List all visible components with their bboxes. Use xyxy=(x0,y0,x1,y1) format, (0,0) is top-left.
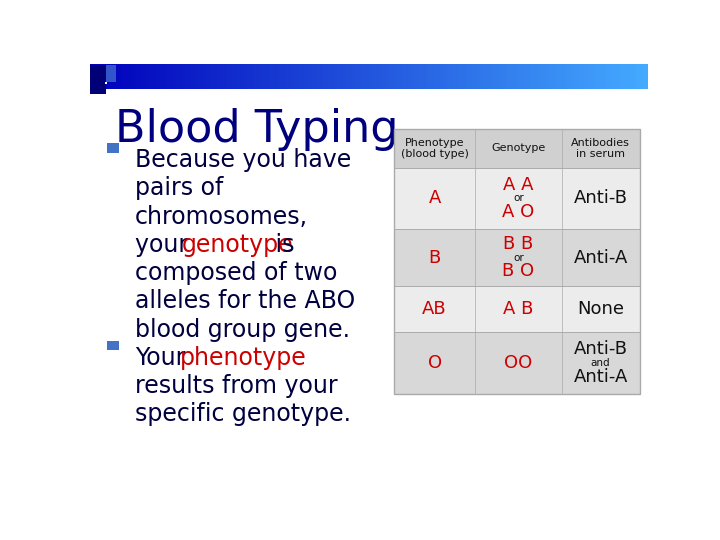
Bar xyxy=(104,82,107,84)
Text: Anti-B: Anti-B xyxy=(574,340,628,358)
Text: pairs of: pairs of xyxy=(135,176,223,200)
Text: Blood Typing: Blood Typing xyxy=(115,109,399,151)
Bar xyxy=(394,286,639,332)
Text: results from your: results from your xyxy=(135,374,337,398)
Text: OO: OO xyxy=(504,354,532,372)
Text: is: is xyxy=(268,233,294,257)
Text: O: O xyxy=(428,354,441,372)
Text: A: A xyxy=(428,190,441,207)
Text: Antibodies
in serum: Antibodies in serum xyxy=(571,138,630,159)
Text: AB: AB xyxy=(422,300,447,318)
Text: Your: Your xyxy=(135,346,192,370)
Text: and: and xyxy=(590,358,611,368)
Text: alleles for the ABO: alleles for the ABO xyxy=(135,289,355,313)
Text: composed of two: composed of two xyxy=(135,261,337,285)
Text: your: your xyxy=(135,233,195,257)
Text: genotype: genotype xyxy=(181,233,293,257)
Text: specific genotype.: specific genotype. xyxy=(135,402,351,427)
Text: Anti-A: Anti-A xyxy=(573,249,628,267)
Text: None: None xyxy=(577,300,624,318)
Bar xyxy=(394,129,639,394)
Text: A O: A O xyxy=(502,203,534,221)
Text: B O: B O xyxy=(503,262,534,280)
Text: A A: A A xyxy=(503,176,534,193)
Text: B B: B B xyxy=(503,235,534,253)
Bar xyxy=(394,332,639,394)
Text: blood group gene.: blood group gene. xyxy=(135,318,350,342)
Bar xyxy=(394,129,639,167)
Bar xyxy=(90,65,106,94)
Text: Anti-B: Anti-B xyxy=(574,190,628,207)
Text: Phenotype
(blood type): Phenotype (blood type) xyxy=(400,138,469,159)
Text: or: or xyxy=(513,253,523,263)
Text: or: or xyxy=(513,193,523,203)
Bar xyxy=(107,144,119,152)
Text: phenotype: phenotype xyxy=(179,346,306,370)
Text: chromosomes,: chromosomes, xyxy=(135,205,307,228)
Text: Because you have: Because you have xyxy=(135,148,351,172)
Text: A B: A B xyxy=(503,300,534,318)
Bar xyxy=(106,65,116,82)
Bar xyxy=(107,341,119,350)
Bar xyxy=(394,229,639,286)
Text: B: B xyxy=(428,249,441,267)
Text: Anti-A: Anti-A xyxy=(573,368,628,386)
Bar xyxy=(394,167,639,229)
Text: Genotype: Genotype xyxy=(491,144,545,153)
